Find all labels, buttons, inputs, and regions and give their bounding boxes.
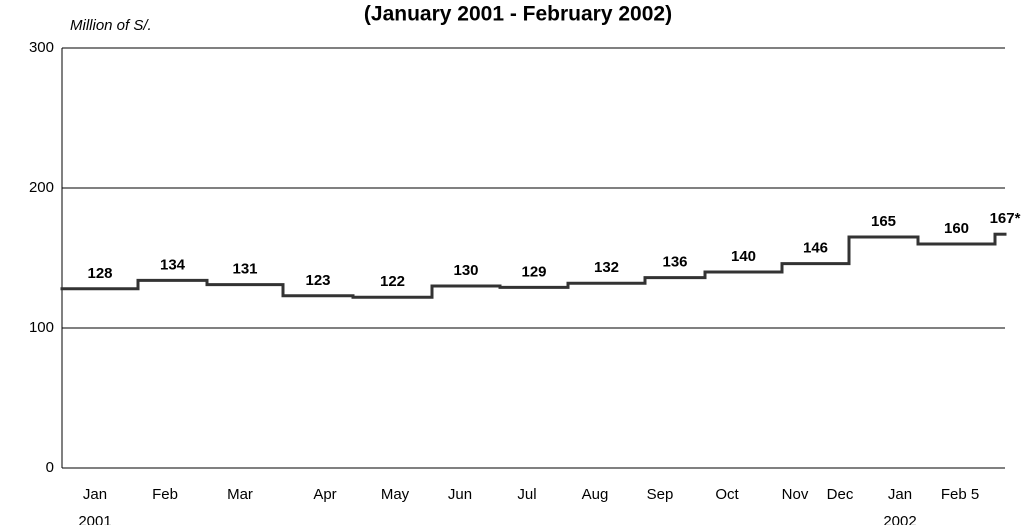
y-tick-label: 300 <box>29 39 54 56</box>
y-tick-label: 0 <box>46 459 54 476</box>
data-label: 129 <box>521 263 546 280</box>
data-label: 167* <box>990 210 1021 227</box>
x-tick-label: Jan <box>888 486 912 503</box>
x-tick-label: Jul <box>517 486 536 503</box>
x-tick-label: Mar <box>227 486 253 503</box>
data-label: 165 <box>871 213 896 230</box>
x-tick-label: Apr <box>313 486 336 503</box>
x-tick-label: May <box>381 486 410 503</box>
x-tick-label: Jan <box>83 486 107 503</box>
x-tick-label: Dec <box>827 486 854 503</box>
x-tick-label: 2002 <box>883 513 916 525</box>
data-label: 136 <box>662 254 687 271</box>
chart-title: (January 2001 - February 2002) <box>364 3 672 26</box>
data-label: 134 <box>160 256 186 273</box>
data-label: 132 <box>594 259 619 276</box>
x-tick-label: Oct <box>715 486 739 503</box>
x-tick-label: Jun <box>448 486 472 503</box>
x-tick-label: Sep <box>647 486 674 503</box>
x-tick-label: Feb <box>152 486 178 503</box>
x-tick-label: Nov <box>782 486 809 503</box>
data-label: 140 <box>731 248 756 265</box>
data-label: 122 <box>380 273 405 290</box>
data-label: 131 <box>232 261 257 278</box>
data-label: 128 <box>87 265 112 282</box>
data-label: 146 <box>803 240 828 257</box>
x-tick-label: Feb 5 <box>941 486 979 503</box>
data-label: 130 <box>453 262 478 279</box>
y-tick-label: 200 <box>29 179 54 196</box>
data-label: 160 <box>944 220 969 237</box>
y-axis-label: Million of S/. <box>70 17 152 34</box>
y-tick-label: 100 <box>29 319 54 336</box>
data-label: 123 <box>305 272 330 289</box>
x-tick-label: 2001 <box>78 513 111 525</box>
x-tick-label: Aug <box>582 486 609 503</box>
